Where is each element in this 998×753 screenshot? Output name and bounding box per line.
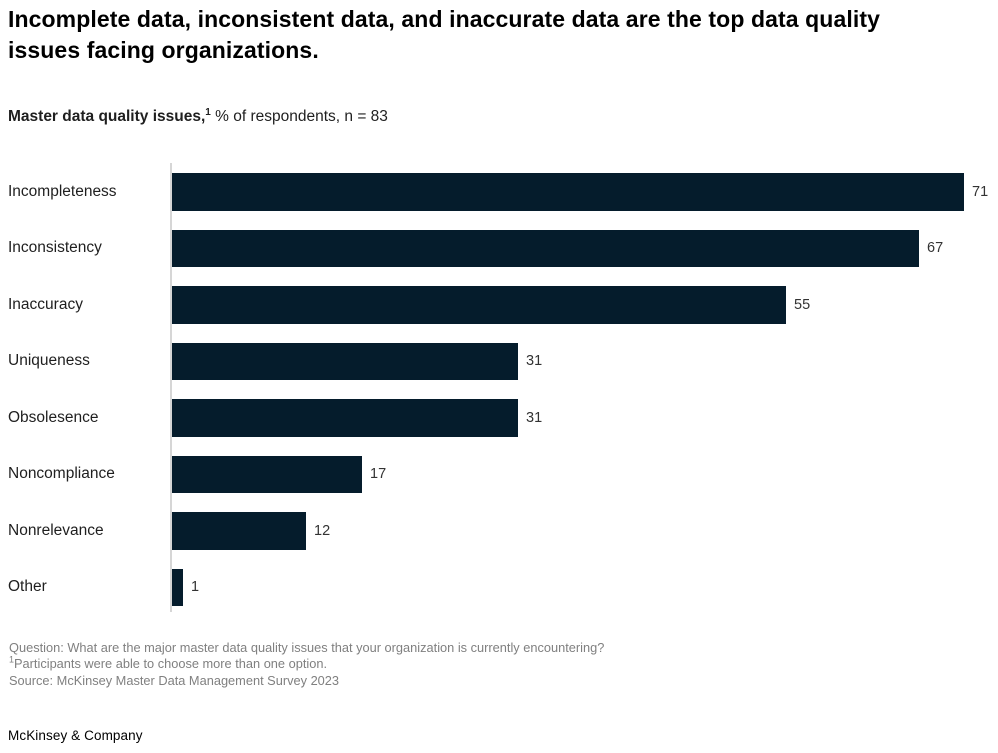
bar <box>172 399 518 437</box>
value-label: 31 <box>526 353 543 370</box>
bar <box>172 286 786 324</box>
category-label: Noncompliance <box>8 465 115 483</box>
chart-subtitle: Master data quality issues,1 % of respon… <box>8 106 388 126</box>
bar <box>172 568 183 606</box>
y-axis-line <box>170 163 172 612</box>
footnote-marker: 1 <box>9 655 15 666</box>
footnote-source: Source: McKinsey Master Data Management … <box>9 672 340 688</box>
value-label: 67 <box>927 240 944 257</box>
footnote-note-text: Participants were able to choose more th… <box>14 656 328 672</box>
category-label: Nonrelevance <box>8 521 104 539</box>
bar <box>172 455 362 493</box>
value-label: 1 <box>191 579 200 596</box>
category-label: Other <box>8 578 47 596</box>
category-label: Uniqueness <box>8 352 90 370</box>
bar <box>172 229 919 267</box>
bar <box>172 512 306 550</box>
category-label: Inconsistency <box>8 239 102 257</box>
footnote-note: 1Participants were able to choose more t… <box>9 656 809 672</box>
subtitle-footnote-marker: 1 <box>205 106 211 118</box>
category-label: Incompleteness <box>8 182 117 200</box>
value-label: 31 <box>526 409 543 426</box>
value-label: 55 <box>794 296 811 313</box>
mckinsey-logo-text: McKinsey & Company <box>8 728 143 743</box>
value-label: 17 <box>370 466 387 483</box>
footnote-question: Question: What are the major master data… <box>9 640 605 655</box>
chart-subtitle-bold: Master data quality issues, <box>8 108 206 125</box>
value-label: 71 <box>972 183 989 200</box>
chart-subtitle-rest: % of respondents, n = 83 <box>210 108 388 125</box>
category-label: Obsolesence <box>8 408 99 426</box>
footnotes: Question: What are the major master data… <box>9 640 809 689</box>
value-label: 12 <box>314 522 331 539</box>
page-title: Incomplete data, inconsistent data, and … <box>8 6 880 63</box>
bar <box>172 342 518 380</box>
bar <box>172 173 964 211</box>
category-label: Inaccuracy <box>8 295 83 313</box>
bar-chart: Incompleteness 71 Inconsistency 67 Inaccurac… <box>0 163 998 612</box>
